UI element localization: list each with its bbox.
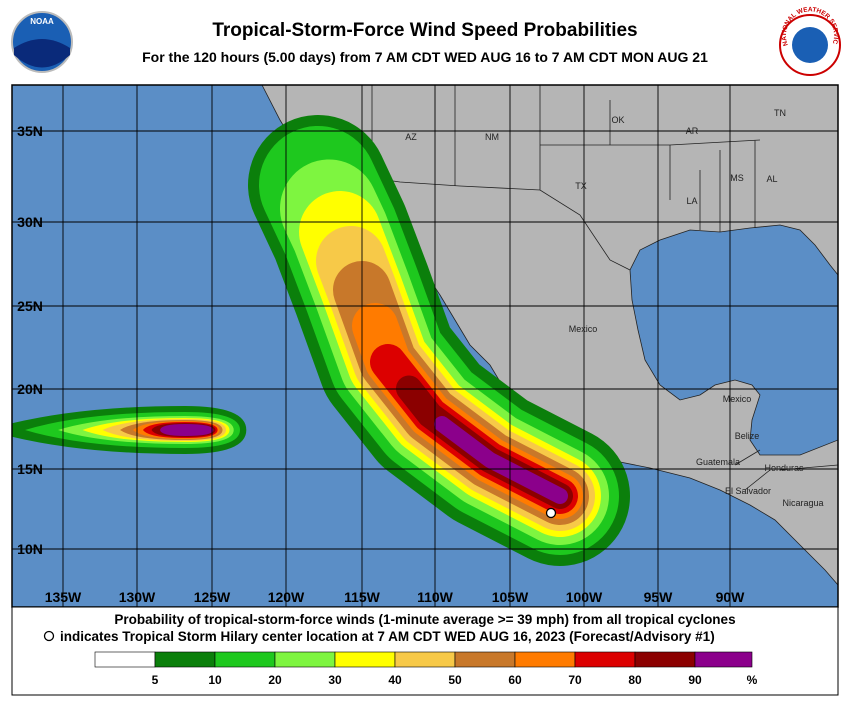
legend-tick: 30 xyxy=(328,673,342,687)
legend-tick: 10 xyxy=(208,673,222,687)
lon-label: 90W xyxy=(716,589,746,605)
storm-center xyxy=(545,507,557,519)
probability-band xyxy=(434,416,568,504)
lat-label: 10N xyxy=(17,541,43,557)
place-label: Mexico xyxy=(723,394,752,404)
map xyxy=(12,85,838,607)
place-label: Nicaragua xyxy=(782,498,823,508)
place-label: LA xyxy=(686,196,697,206)
nws-logo-center xyxy=(792,27,828,63)
footer-box xyxy=(11,606,839,696)
lon-label: 120W xyxy=(268,589,305,605)
place-label: Honduras xyxy=(764,463,804,473)
legend-swatch xyxy=(574,651,636,668)
legend-swatch xyxy=(274,651,336,668)
footer-line1: Probability of tropical-storm-force wind… xyxy=(114,612,735,627)
lon-label: 100W xyxy=(566,589,603,605)
title: Tropical-Storm-Force Wind Speed Probabil… xyxy=(212,20,637,41)
legend-swatch xyxy=(94,651,156,668)
noaa-logo-text: NOAA xyxy=(30,17,54,26)
footer-line2: indicates Tropical Storm Hilary center l… xyxy=(60,629,715,644)
legend-swatch xyxy=(454,651,516,668)
center-symbol xyxy=(43,630,55,642)
legend-tick: 50 xyxy=(448,673,462,687)
legend-unit: % xyxy=(747,673,758,687)
lon-label: 135W xyxy=(45,589,82,605)
lon-label: 110W xyxy=(417,589,454,605)
lon-label: 95W xyxy=(644,589,674,605)
lat-label: 20N xyxy=(17,381,43,397)
place-label: Belize xyxy=(735,431,760,441)
legend-swatch xyxy=(154,651,216,668)
place-label: AL xyxy=(766,174,777,184)
legend-swatch xyxy=(694,651,753,668)
legend-swatch xyxy=(514,651,576,668)
place-label: El Salvador xyxy=(725,486,771,496)
legend-tick: 60 xyxy=(508,673,522,687)
lat-label: 25N xyxy=(17,298,43,314)
legend-tick: 5 xyxy=(152,673,159,687)
legend-tick: 90 xyxy=(688,673,702,687)
probability-band xyxy=(160,424,214,436)
borders xyxy=(329,85,838,491)
lon-label: 130W xyxy=(119,589,156,605)
legend-swatch xyxy=(394,651,456,668)
lat-label: 35N xyxy=(17,123,43,139)
place-label: MS xyxy=(730,173,744,183)
place-label: Guatemala xyxy=(696,457,740,467)
legend-tick: 70 xyxy=(568,673,582,687)
legend-swatch xyxy=(634,651,696,668)
place-label: AR xyxy=(686,126,699,136)
lon-label: 105W xyxy=(492,589,529,605)
legend-tick: 80 xyxy=(628,673,642,687)
place-label: NM xyxy=(485,132,499,142)
lon-label: 125W xyxy=(194,589,231,605)
noaa-logo-wave xyxy=(14,39,70,68)
place-label: TX xyxy=(575,181,587,191)
legend-tick: 40 xyxy=(388,673,402,687)
legend-swatch xyxy=(214,651,276,668)
legend-swatch xyxy=(334,651,396,668)
place-label: Mexico xyxy=(569,324,598,334)
place-label: TN xyxy=(774,108,786,118)
lat-label: 15N xyxy=(17,461,43,477)
place-label: AZ xyxy=(405,132,417,142)
place-label: OK xyxy=(611,115,624,125)
legend-tick: 20 xyxy=(268,673,282,687)
subtitle: For the 120 hours (5.00 days) from 7 AM … xyxy=(142,49,708,65)
lat-label: 30N xyxy=(17,214,43,230)
lon-label: 115W xyxy=(344,589,381,605)
